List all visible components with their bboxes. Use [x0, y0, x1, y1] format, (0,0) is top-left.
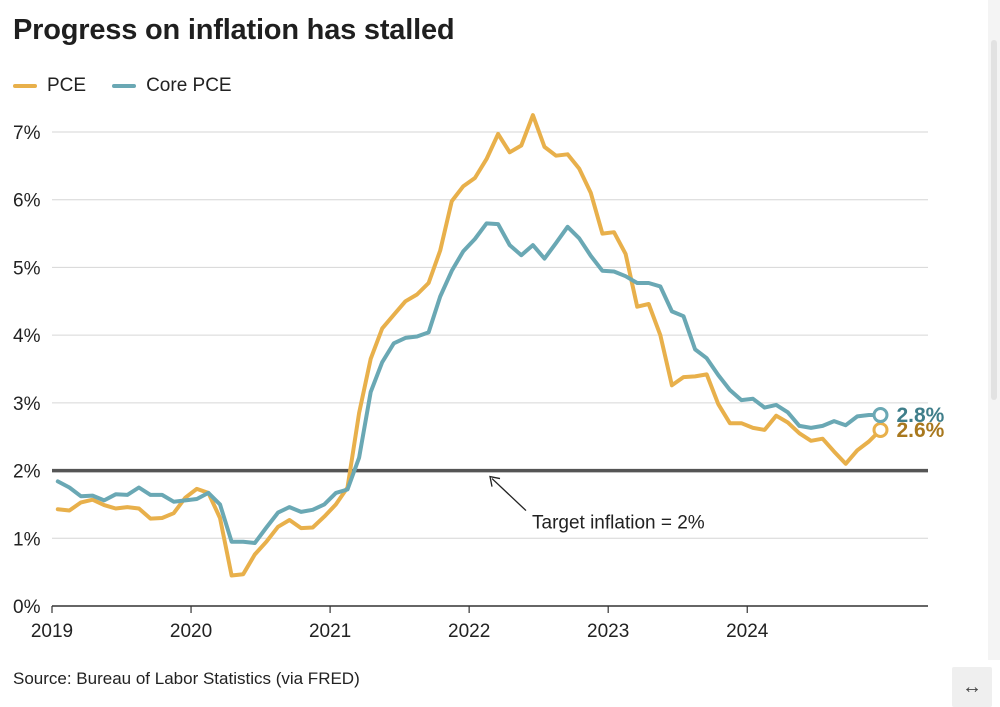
annotations: 2.6%2.8% Target inflation = 2%: [489, 404, 945, 534]
y-tick-label: 5%: [13, 258, 41, 279]
end-marker-core-pce: [872, 407, 889, 424]
legend: PCE Core PCE: [13, 75, 232, 97]
x-tick-label: 2019: [31, 621, 73, 642]
source-note: Source: Bureau of Labor Statistics (via …: [13, 669, 360, 688]
y-tick-label: 1%: [13, 529, 41, 550]
y-tick-label: 7%: [13, 123, 41, 144]
end-label-pce: 2.6%: [896, 419, 944, 442]
x-tick-label: 2024: [726, 621, 769, 642]
grid: [52, 131, 928, 607]
end-label-core-pce: 2.8%: [896, 404, 944, 427]
annotation-arrow: [491, 478, 527, 512]
legend-swatch-core-pce: [112, 84, 137, 88]
x-tick-label: 2022: [448, 621, 490, 642]
annotation-arrowhead: [489, 475, 501, 487]
x-tick-label: 2020: [170, 621, 212, 642]
legend-item-pce: PCE: [13, 75, 86, 97]
series-lines: [52, 113, 928, 578]
y-tick-label: 3%: [13, 394, 41, 415]
x-axis-ticks: 2019 2020 2021 2022 2023 2024: [31, 606, 769, 642]
scrollbar-thumb[interactable]: [991, 40, 997, 400]
y-axis-ticks: 0% 1% 2% 3% 4% 5% 6% 7%: [13, 123, 41, 618]
x-tick-label: 2023: [587, 621, 629, 642]
y-tick-label: 2%: [13, 462, 41, 483]
y-tick-label: 0%: [13, 597, 41, 618]
series-line-pce: [55, 113, 883, 578]
expand-icon[interactable]: ↔: [952, 667, 992, 707]
legend-label-core-pce: Core PCE: [146, 75, 232, 96]
legend-swatch-pce: [13, 84, 37, 88]
legend-item-core-pce: Core PCE: [112, 75, 232, 97]
y-tick-label: 6%: [13, 191, 41, 212]
x-tick-label: 2021: [309, 621, 351, 642]
y-tick-label: 4%: [13, 326, 41, 347]
legend-label-pce: PCE: [47, 75, 87, 96]
target-annotation-label: Target inflation = 2%: [532, 513, 705, 534]
series-line-core-pce: [55, 221, 883, 545]
chart-title: Progress on inflation has stalled: [13, 14, 455, 46]
end-marker-pce: [872, 421, 889, 438]
